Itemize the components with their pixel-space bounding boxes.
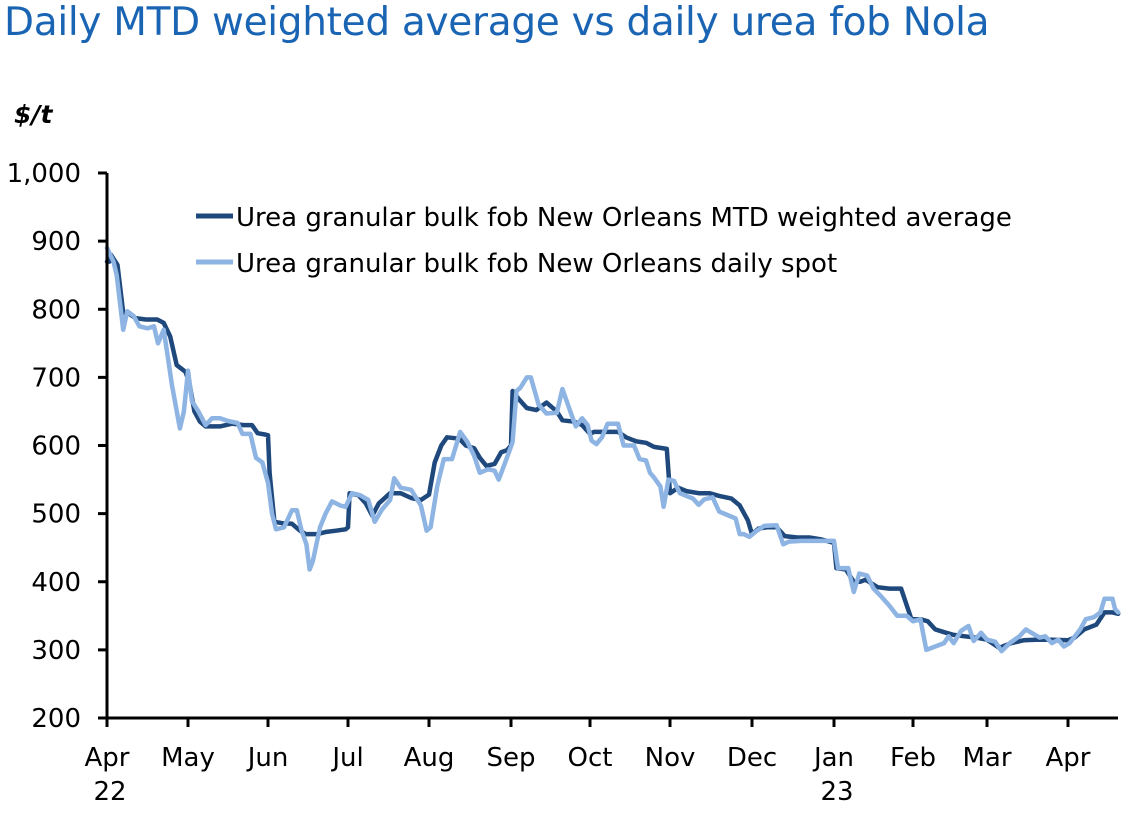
x-tick-label: Jan xyxy=(812,743,854,773)
x-tick-label: Feb xyxy=(890,743,936,773)
x-tick-year-label: 23 xyxy=(820,777,853,807)
series-layer xyxy=(104,245,1121,654)
y-axis-unit-label: $/t xyxy=(14,100,53,129)
x-tick-label: May xyxy=(161,743,215,773)
x-tick-label: Mar xyxy=(962,743,1011,773)
y-tick-label: 200 xyxy=(31,704,81,734)
axes-layer: 200 300 400 500 600 700 800 900 1,000 Apr 22 May Jun… xyxy=(7,159,1118,807)
legend: Urea granular bulk fob New Orleans MTD w… xyxy=(196,203,1012,279)
x-tick-year-label: 22 xyxy=(93,777,126,807)
x-tick-label: Apr xyxy=(85,743,130,773)
y-tick-label: 500 xyxy=(31,500,81,530)
x-tick-label: Sep xyxy=(486,743,535,773)
y-tick-label: 400 xyxy=(31,568,81,598)
x-tick-label: Jul xyxy=(330,743,363,773)
y-tick-label: 900 xyxy=(31,227,81,257)
y-tick-label: 300 xyxy=(31,636,81,666)
x-tick-label: Apr xyxy=(1046,743,1091,773)
x-tick-label: Jun xyxy=(246,743,289,773)
y-tick-label: 700 xyxy=(31,363,81,393)
chart-title: Daily MTD weighted average vs daily urea… xyxy=(4,0,990,45)
legend-label-daily-spot: Urea granular bulk fob New Orleans daily… xyxy=(236,249,837,279)
x-tick-label: Nov xyxy=(645,743,696,773)
y-tick-label: 600 xyxy=(31,432,81,462)
series-line-daily-spot xyxy=(104,245,1121,654)
legend-label-mtd-average: Urea granular bulk fob New Orleans MTD w… xyxy=(236,203,1012,233)
x-tick-label: Oct xyxy=(568,743,613,773)
series-line-mtd-average xyxy=(104,252,1121,651)
x-tick-label: Aug xyxy=(404,743,455,773)
x-tick-label: Dec xyxy=(727,743,777,773)
y-tick-label: 800 xyxy=(31,295,81,325)
y-tick-label: 1,000 xyxy=(7,159,81,189)
